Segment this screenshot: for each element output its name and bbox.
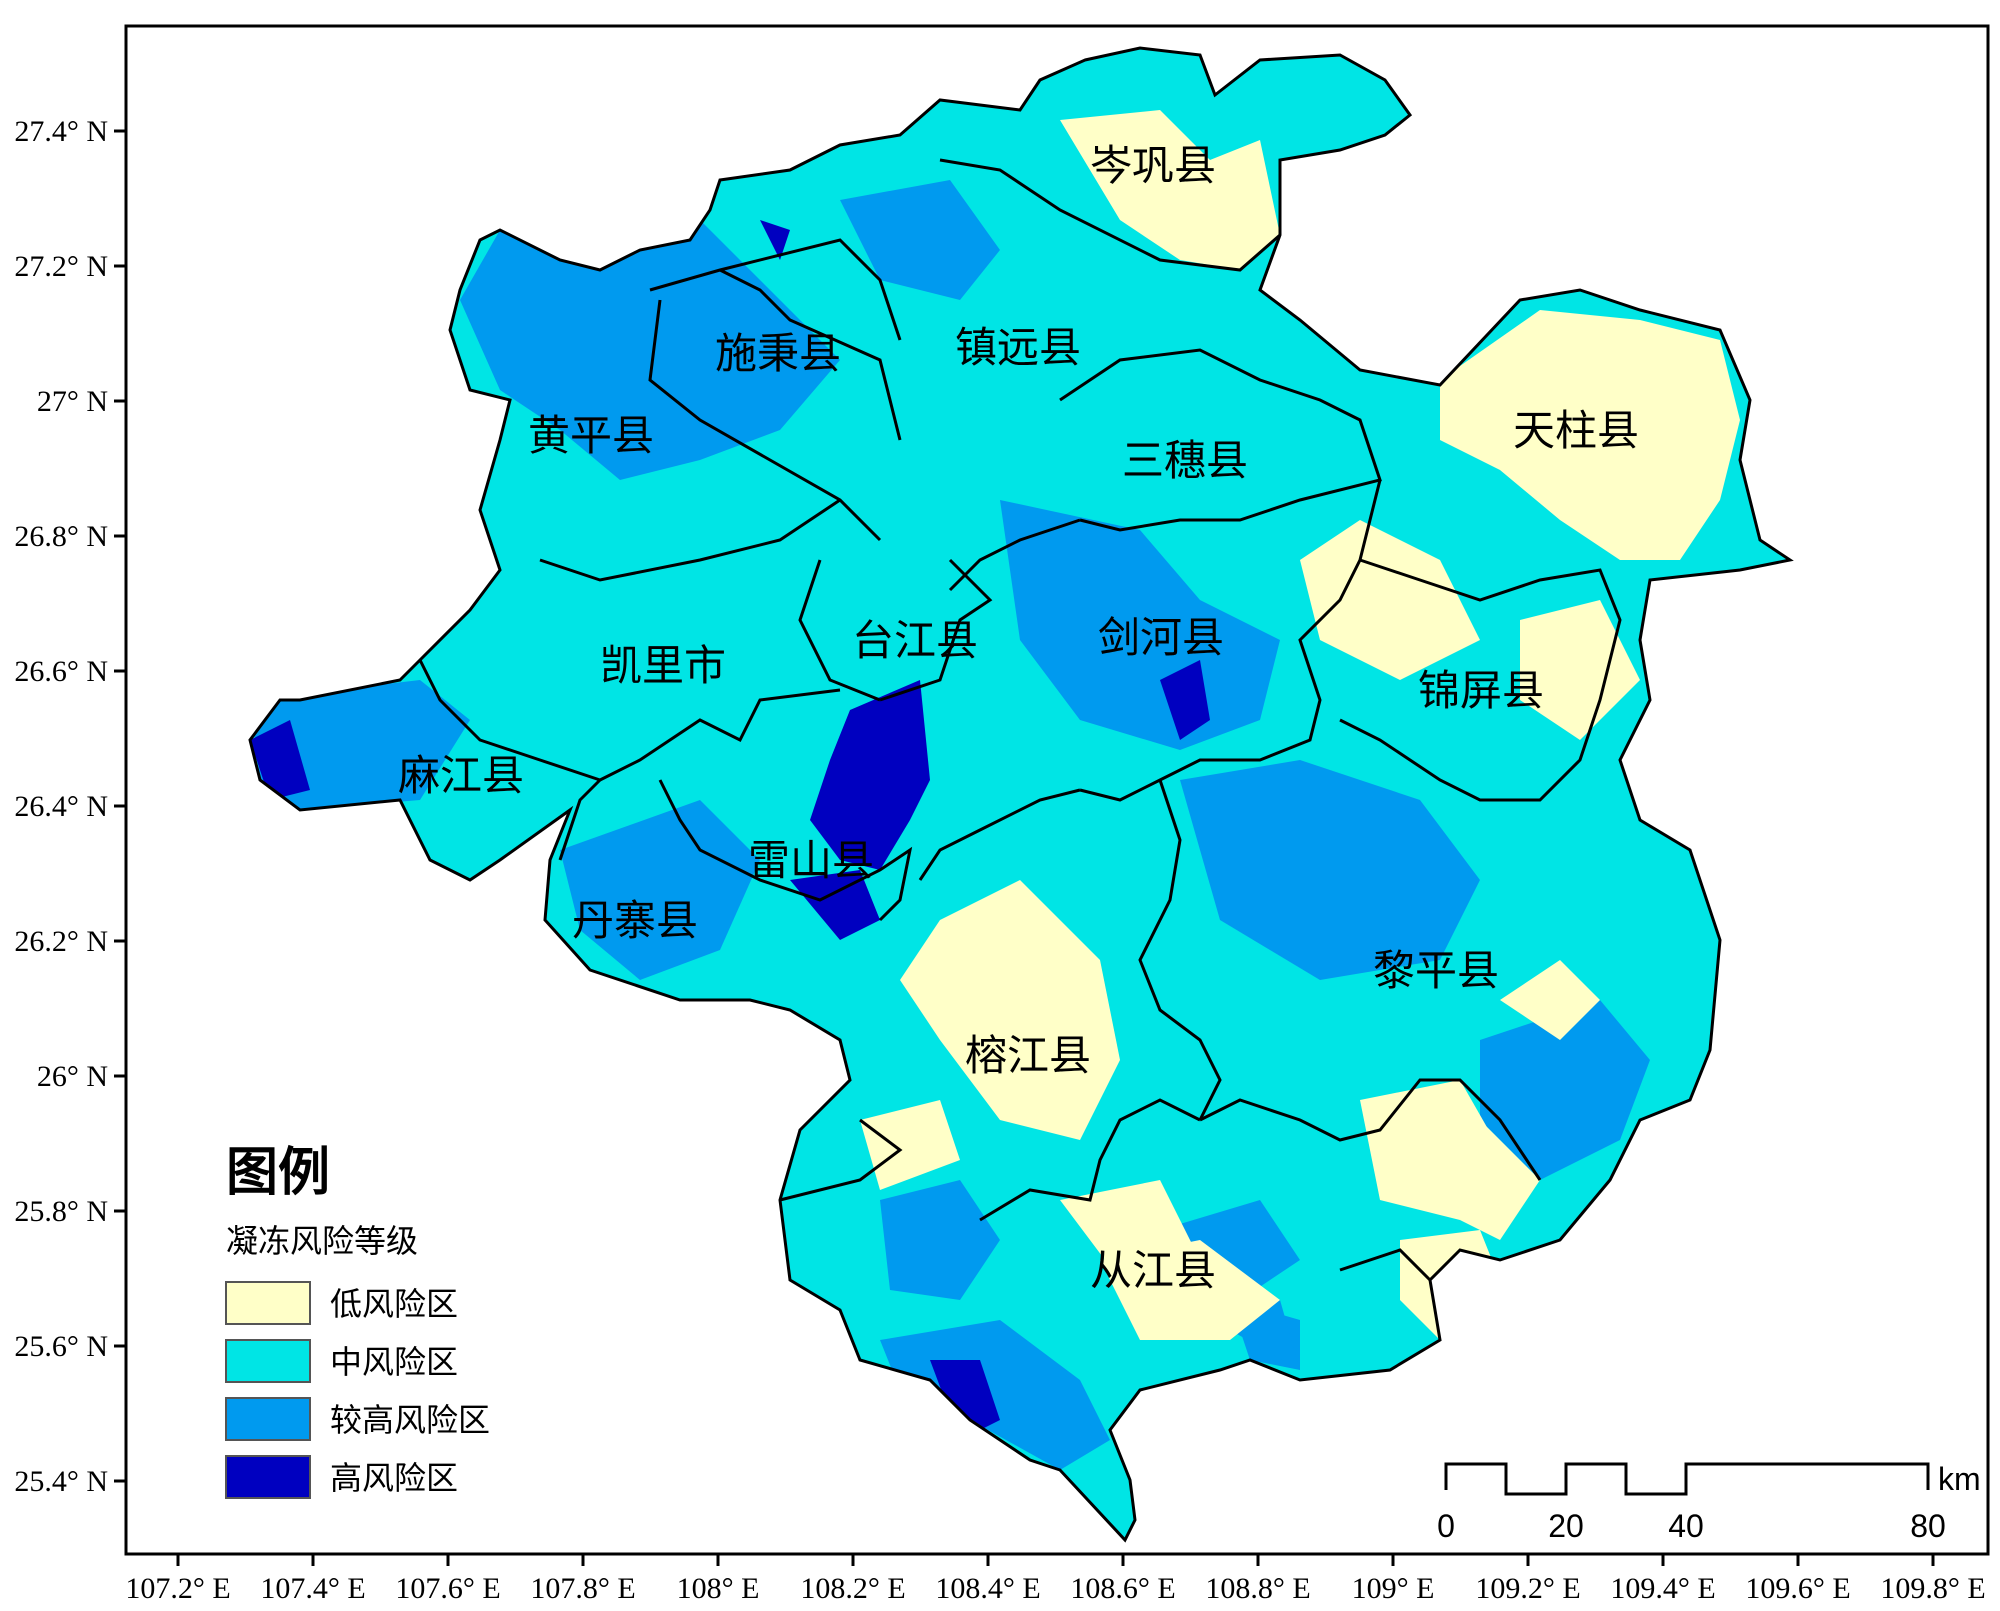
county-labels: 岑巩县 施秉县 镇远县 黄平县 三穗县 天柱县 凯里市 台江县 剑河县 锦屏县 … bbox=[398, 141, 1639, 1295]
scale-tick-label: 20 bbox=[1548, 1508, 1584, 1544]
lon-tick-label: 109.6° E bbox=[1745, 1572, 1850, 1605]
boundary-congjiang-east bbox=[1339, 1248, 1432, 1282]
lat-tick-label: 27° N bbox=[37, 385, 108, 418]
prefecture-outline bbox=[248, 46, 1794, 1543]
lon-tick-label: 108.8° E bbox=[1205, 1572, 1310, 1605]
latitude-labels: 27.4° N 27.2° N 27° N 26.8° N 26.6° N 26… bbox=[14, 115, 108, 1498]
low-risk-areas bbox=[860, 110, 1740, 1340]
scale-bar: 0 20 40 80 km bbox=[1437, 1461, 1981, 1544]
county-label: 台江县 bbox=[852, 616, 978, 665]
boundary-huangping-kaili bbox=[539, 498, 841, 582]
lon-tick-label: 107.6° E bbox=[395, 1572, 500, 1605]
boundary-jianhe-jinping bbox=[1079, 479, 1382, 802]
lon-tick-label: 109° E bbox=[1352, 1572, 1435, 1605]
boundary-shibing-north bbox=[649, 238, 902, 341]
legend-swatch-high bbox=[225, 1455, 311, 1499]
lon-tick-label: 109.8° E bbox=[1880, 1572, 1985, 1605]
boundary-rongjiang-west bbox=[779, 1118, 903, 1202]
legend-subtitle: 凝冻风险等级 bbox=[226, 1222, 418, 1260]
boundary-jianhe-liping bbox=[1138, 779, 1222, 1121]
lon-tick-label: 109.4° E bbox=[1610, 1572, 1715, 1605]
county-label: 天柱县 bbox=[1513, 406, 1639, 455]
county-label: 从江县 bbox=[1090, 1246, 1216, 1295]
legend-swatch-medium bbox=[225, 1339, 311, 1383]
scale-unit: km bbox=[1938, 1461, 1981, 1497]
boundary-kaili-taijiang bbox=[798, 559, 881, 702]
county-label: 锦屏县 bbox=[1418, 666, 1544, 715]
boundary-cengong-zhenyuan bbox=[939, 158, 1281, 272]
high-risk-areas bbox=[250, 220, 1210, 1440]
county-label: 岑巩县 bbox=[1090, 141, 1216, 190]
county-label: 雷山县 bbox=[748, 836, 874, 885]
legend-item: 低风险区 bbox=[225, 1281, 458, 1325]
lat-tick-label: 26.6° N bbox=[14, 655, 108, 688]
legend-swatch-low bbox=[225, 1281, 311, 1325]
lat-tick-label: 25.4° N bbox=[14, 1465, 108, 1498]
boundary-sansui bbox=[1059, 348, 1382, 532]
boundary-kaili-leishan bbox=[599, 688, 841, 782]
scale-tick-label: 40 bbox=[1668, 1508, 1704, 1544]
boundary-leishan-rongjiang bbox=[918, 788, 1081, 881]
legend-item: 中风险区 bbox=[225, 1339, 458, 1383]
boundary-majiang-kaili bbox=[418, 659, 601, 782]
lat-tick-label: 26° N bbox=[37, 1060, 108, 1093]
legend-label-high: 高风险区 bbox=[330, 1459, 458, 1497]
boundary-majiang-danzhai bbox=[558, 778, 602, 861]
legend: 图例 凝冻风险等级 低风险区 中风险区 较高风险区 高风险区 bbox=[225, 1143, 490, 1499]
lat-tick-label: 26.4° N bbox=[14, 790, 108, 823]
latitude-axis bbox=[114, 129, 126, 1483]
boundary-liping-congjiang bbox=[1199, 1078, 1542, 1181]
lon-tick-label: 107.4° E bbox=[260, 1572, 365, 1605]
county-label: 剑河县 bbox=[1098, 613, 1224, 662]
legend-label-higher: 较高风险区 bbox=[330, 1401, 490, 1439]
county-boundaries bbox=[248, 46, 1794, 1543]
boundary-rongjiang-congjiang bbox=[979, 1098, 1201, 1222]
legend-item: 高风险区 bbox=[225, 1455, 458, 1499]
lat-tick-label: 27.4° N bbox=[14, 115, 108, 148]
county-label: 施秉县 bbox=[715, 329, 841, 378]
boundary-danzhai-leishan bbox=[658, 779, 913, 922]
lat-tick-label: 27.2° N bbox=[14, 250, 108, 283]
boundary-huangping-shibing bbox=[648, 299, 882, 542]
boundary-shibing-zhenyuan bbox=[719, 268, 902, 441]
boundary-jinping bbox=[1339, 558, 1622, 802]
higher-risk-areas bbox=[250, 180, 1650, 1470]
legend-item: 较高风险区 bbox=[225, 1397, 490, 1441]
lat-tick-label: 25.6° N bbox=[14, 1330, 108, 1363]
longitude-labels: 107.2° E 107.4° E 107.6° E 107.8° E 108°… bbox=[125, 1572, 1985, 1605]
lat-tick-label: 25.8° N bbox=[14, 1195, 108, 1228]
scale-bar-line bbox=[1444, 1462, 1930, 1496]
scale-tick-label: 80 bbox=[1910, 1508, 1946, 1544]
county-label: 三穗县 bbox=[1122, 436, 1248, 485]
county-label: 麻江县 bbox=[398, 751, 524, 800]
lon-tick-label: 109.2° E bbox=[1475, 1572, 1580, 1605]
legend-swatch-higher bbox=[225, 1397, 311, 1441]
scale-tick-label: 0 bbox=[1437, 1508, 1455, 1544]
lon-tick-label: 107.2° E bbox=[125, 1572, 230, 1605]
lon-tick-label: 107.8° E bbox=[530, 1572, 635, 1605]
lat-tick-label: 26.2° N bbox=[14, 925, 108, 958]
lon-tick-label: 108.6° E bbox=[1070, 1572, 1175, 1605]
legend-title: 图例 bbox=[226, 1143, 330, 1203]
county-label: 凯里市 bbox=[600, 641, 726, 690]
lon-tick-label: 108° E bbox=[677, 1572, 760, 1605]
lon-tick-label: 108.4° E bbox=[935, 1572, 1040, 1605]
county-label: 黎平县 bbox=[1373, 946, 1499, 995]
county-label: 镇远县 bbox=[955, 323, 1081, 372]
county-label: 丹寨县 bbox=[572, 896, 698, 945]
lon-tick-label: 108.2° E bbox=[800, 1572, 905, 1605]
lat-tick-label: 26.8° N bbox=[14, 520, 108, 553]
county-label: 黄平县 bbox=[528, 411, 654, 460]
longitude-axis bbox=[176, 1554, 1935, 1566]
legend-label-low: 低风险区 bbox=[330, 1285, 458, 1323]
legend-label-medium: 中风险区 bbox=[330, 1343, 458, 1381]
boundary-taijiang-jianhe bbox=[879, 558, 993, 702]
county-label: 榕江县 bbox=[965, 1031, 1091, 1080]
